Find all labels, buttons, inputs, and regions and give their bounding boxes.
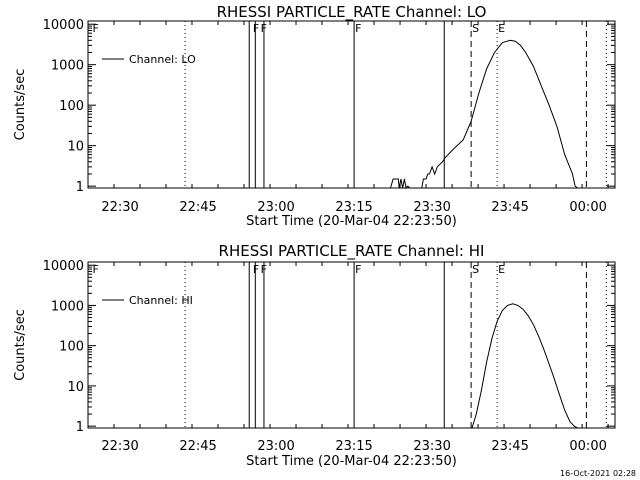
x-tick-label: 22:30 xyxy=(101,439,138,454)
y-tick-label: 10 xyxy=(67,380,84,395)
x-tick-label: 23:30 xyxy=(413,200,450,215)
flag-label: E xyxy=(498,263,505,276)
y-axis-label: Counts/sec xyxy=(13,69,28,141)
x-axis-label: Start Time (20-Mar-04 22:23:50) xyxy=(246,214,457,229)
flag-label: F xyxy=(355,22,361,35)
y-tick-label: 100 xyxy=(59,340,84,355)
chart-title: RHESSI PARTICLE_RATE Channel: HI xyxy=(219,242,485,261)
x-tick-label: 23:15 xyxy=(335,200,372,215)
x-axis-label: Start Time (20-Mar-04 22:23:50) xyxy=(246,454,457,469)
x-tick-label: 23:45 xyxy=(491,200,528,215)
y-tick-label: 1 xyxy=(76,180,84,195)
legend-label: Channel: HI xyxy=(129,294,193,307)
plot-frame xyxy=(87,20,616,189)
flag-label: F xyxy=(92,22,98,35)
x-tick-label: 23:30 xyxy=(413,439,450,454)
plot-frame xyxy=(87,261,616,429)
flag-label: F xyxy=(253,22,259,35)
x-tick-label: 23:00 xyxy=(257,439,294,454)
flag-label: E xyxy=(498,22,505,35)
legend-label: Channel: LO xyxy=(129,53,196,66)
y-tick-label: 10000 xyxy=(43,259,84,274)
flag-label: F xyxy=(253,263,259,276)
x-tick-label: 22:45 xyxy=(179,439,216,454)
y-tick-label: 100 xyxy=(59,99,84,114)
flag-label: F xyxy=(261,22,267,35)
series-line xyxy=(88,39,578,190)
chart-title: RHESSI PARTICLE_RATE Channel: LO xyxy=(217,3,487,22)
x-tick-label: 23:15 xyxy=(335,439,372,454)
y-tick-label: 10 xyxy=(67,140,84,155)
series-line xyxy=(471,303,578,429)
x-tick-label: 23:00 xyxy=(257,200,294,215)
timestamp: 16-Oct-2021 02:28 xyxy=(560,469,636,478)
x-tick-label: 22:30 xyxy=(101,200,138,215)
y-tick-label: 10000 xyxy=(43,18,84,33)
x-tick-label: 00:00 xyxy=(569,200,606,215)
y-axis-label: Counts/sec xyxy=(13,309,28,381)
flag-label: S xyxy=(472,263,479,276)
y-tick-label: 1 xyxy=(76,420,84,435)
chart-panel-1: RHESSI PARTICLE_RATE Channel: LO 22:30 22:… xyxy=(13,3,616,229)
chart-panel-2: RHESSI PARTICLE_RATE Channel: HI 22:30 22:… xyxy=(13,242,616,469)
flag-label: F xyxy=(92,263,98,276)
flag-label: F xyxy=(261,263,267,276)
x-tick-label: 00:00 xyxy=(569,439,606,454)
y-tick-label: 1000 xyxy=(51,299,84,314)
x-tick-label: 22:45 xyxy=(179,200,216,215)
y-tick-label: 1000 xyxy=(51,59,84,74)
flag-label: S xyxy=(472,22,479,35)
flag-label: F xyxy=(355,263,361,276)
x-tick-label: 23:45 xyxy=(491,439,528,454)
